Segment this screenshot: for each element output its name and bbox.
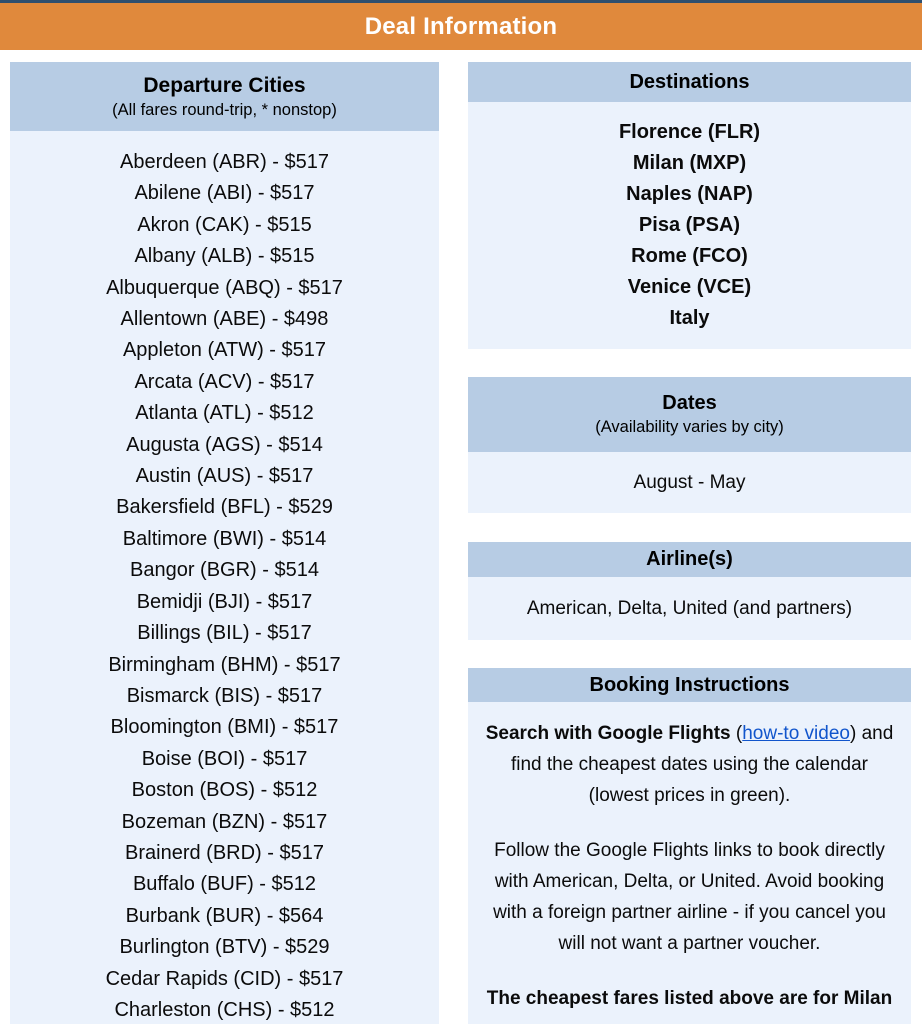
departure-city-item: Burlington (BTV) - $529 (119, 936, 330, 959)
dates-value: August - May (468, 452, 911, 513)
destination-item: Rome (FCO) (631, 245, 748, 267)
booking-paragraph: Search with Google Flights (how-to video… (480, 718, 899, 811)
departure-city-item: Albuquerque (ABQ) - $517 (106, 276, 343, 299)
destination-item: Pisa (PSA) (638, 214, 741, 236)
airlines-header: Airline(s) (468, 542, 911, 577)
departure-cities-subtitle: (All fares round-trip, * nonstop) (112, 100, 337, 119)
departure-city-item: Albany (ALB) - $515 (134, 245, 315, 268)
booking-instructions-title: Booking Instructions (589, 673, 790, 696)
destinations-header: Destinations (468, 62, 911, 102)
departure-city-item: Augusta (AGS) - $514 (126, 433, 323, 456)
departure-city-item: Bozeman (BZN) - $517 (121, 810, 328, 833)
dates-panel: Dates (Availability varies by city) Augu… (468, 377, 911, 513)
departure-cities-header: Departure Cities (All fares round-trip, … (10, 62, 439, 131)
departure-city-item: Bemidji (BJI) - $517 (136, 590, 313, 613)
departure-city-item: Charleston (CHS) - $512 (114, 998, 335, 1021)
destination-item: Italy (669, 307, 710, 329)
departure-cities-list: Aberdeen (ABR) - $517 Abilene (ABI) - $51… (10, 131, 439, 1024)
destinations-panel: Destinations Florence (FLR) Milan (MXP) Na… (468, 62, 911, 349)
departure-city-item: Birmingham (BHM) - $517 (108, 653, 341, 676)
departure-city-item: Buffalo (BUF) - $512 (132, 873, 317, 896)
airlines-panel: Airline(s) American, Delta, United (and … (468, 542, 911, 640)
departure-city-item: Baltimore (BWI) - $514 (122, 527, 327, 550)
departure-city-item: Boston (BOS) - $512 (131, 779, 318, 802)
booking-paragraph: The cheapest fares listed above are for … (480, 983, 899, 1014)
departure-city-item: Bismarck (BIS) - $517 (126, 684, 323, 707)
destinations-list: Florence (FLR) Milan (MXP) Naples (NAP) Pis… (468, 102, 911, 349)
departure-city-item: Allentown (ABE) - $498 (120, 308, 329, 331)
dates-subtitle: (Availability varies by city) (595, 418, 784, 436)
departure-city-item: Aberdeen (ABR) - $517 (119, 151, 329, 173)
departure-city-item: Burbank (BUR) - $564 (125, 904, 324, 927)
airlines-value: American, Delta, United (and partners) (468, 577, 911, 640)
booking-paragraph: Follow the Google Flights links to book … (480, 835, 899, 959)
departure-city-item: Billings (BIL) - $517 (137, 622, 312, 645)
departure-city-item: Atlanta (ATL) - $512 (135, 402, 314, 425)
dates-header: Dates (Availability varies by city) (468, 377, 911, 452)
deal-information-banner: Deal Information (0, 0, 922, 50)
departure-city-item: Abilene (ABI) - $517 (134, 182, 315, 205)
departure-cities-title: Departure Cities (143, 73, 306, 97)
destination-item: Naples (NAP) (626, 183, 753, 205)
airlines-title: Airline(s) (646, 548, 733, 570)
departure-city-item: Bakersfield (BFL) - $529 (116, 496, 333, 519)
booking-bold-text: Search with Google Flights (485, 723, 731, 744)
destination-item: Venice (VCE) (627, 276, 752, 298)
departure-city-item: Boise (BOI) - $517 (141, 747, 308, 770)
booking-text: Follow the Google Flights links to book … (493, 840, 886, 954)
dates-title: Dates (662, 392, 717, 414)
page-title: Deal Information (364, 12, 558, 40)
booking-instructions-panel: Booking Instructions Search with Google … (468, 668, 911, 1024)
departure-city-item: Arcata (ACV) - $517 (134, 370, 315, 393)
booking-instructions-body: Search with Google Flights (how-to video… (468, 702, 911, 1024)
booking-instructions-header: Booking Instructions (468, 668, 911, 702)
booking-bold-text: The cheapest fares listed above are for … (486, 988, 893, 1009)
departure-city-item: Appleton (ATW) - $517 (122, 339, 327, 362)
departure-city-item: Bangor (BGR) - $514 (130, 559, 319, 582)
destinations-title: Destinations (629, 70, 750, 93)
departure-city-item: Akron (CAK) - $515 (137, 213, 312, 236)
booking-text: ) and find the cheapest dates using the … (510, 723, 894, 806)
departure-city-item: Brainerd (BRD) - $517 (125, 841, 324, 864)
departure-city-item: Bloomington (BMI) - $517 (110, 716, 339, 739)
departure-city-item: Austin (AUS) - $517 (135, 465, 314, 488)
destination-item: Milan (MXP) (632, 152, 747, 174)
how-to-video-link[interactable]: how-to video (742, 723, 850, 744)
departure-city-item: Cedar Rapids (CID) - $517 (105, 967, 344, 990)
destination-item: Florence (FLR) (618, 121, 761, 143)
booking-text: ( (730, 723, 743, 744)
departure-cities-panel: Departure Cities (All fares round-trip, … (10, 62, 439, 1024)
